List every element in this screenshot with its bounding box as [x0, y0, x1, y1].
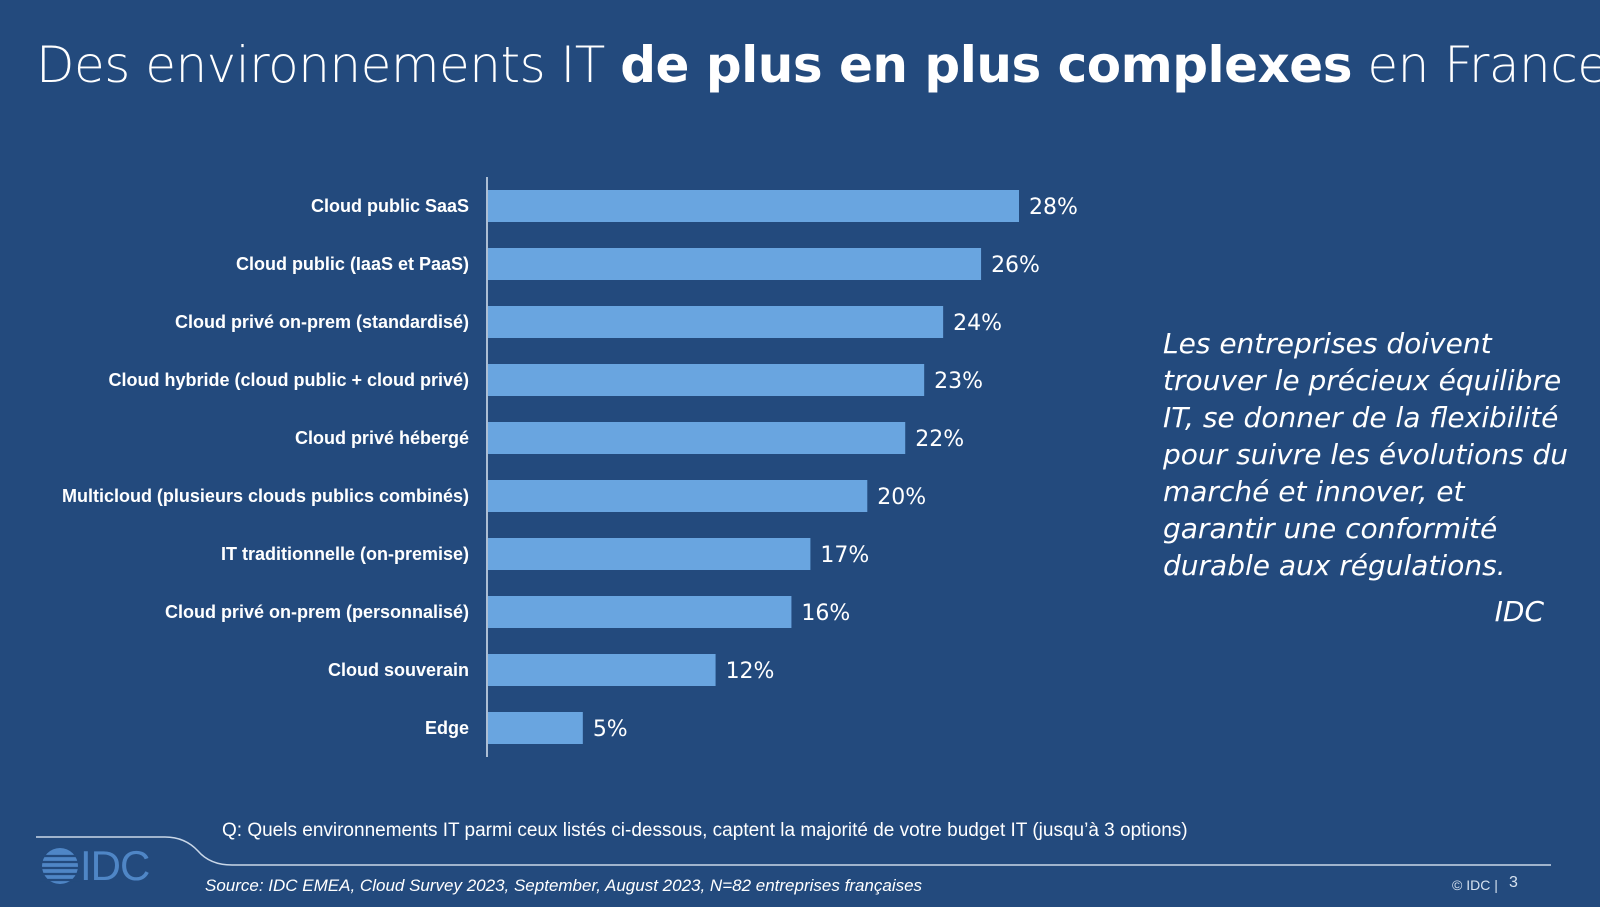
category-label: Cloud public SaaS	[311, 196, 469, 216]
value-label: 5%	[593, 717, 628, 742]
bar	[488, 248, 982, 280]
logo-text: IDC	[80, 842, 150, 889]
source-note: Source: IDC EMEA, Cloud Survey 2023, Sep…	[205, 876, 923, 895]
bar	[488, 654, 716, 686]
category-label: Cloud privé on-prem (personnalisé)	[165, 602, 469, 622]
category-label: Cloud souverain	[328, 660, 469, 680]
value-label: 16%	[801, 601, 850, 626]
title-part-3: en France	[1351, 36, 1600, 94]
copyright: © IDC |	[1452, 877, 1498, 893]
bar	[488, 306, 944, 338]
value-label: 22%	[915, 427, 964, 452]
bar	[488, 538, 811, 570]
category-label: Cloud privé hébergé	[295, 428, 469, 448]
bar	[488, 596, 792, 628]
value-label: 17%	[820, 543, 869, 568]
bar	[488, 190, 1019, 222]
bar	[488, 364, 925, 396]
page-number: 3	[1509, 874, 1518, 891]
bar	[488, 422, 906, 454]
category-label: Cloud privé on-prem (standardisé)	[175, 312, 469, 332]
title-part-2: de plus en plus complexes	[620, 36, 1352, 94]
value-label: 12%	[726, 659, 775, 684]
category-label: Multicloud (plusieurs clouds publics com…	[62, 486, 469, 506]
survey-question: Q: Quels environnements IT parmi ceux li…	[222, 820, 1188, 841]
value-label: 23%	[934, 369, 983, 394]
footer-divider	[36, 836, 1551, 866]
category-label: IT traditionnelle (on-premise)	[221, 544, 469, 564]
idc-logo: IDC	[40, 842, 150, 889]
value-label: 26%	[991, 253, 1040, 278]
value-label: 24%	[953, 311, 1002, 336]
quote-text: Les entreprises doivent trouver le préci…	[1163, 327, 1568, 582]
bar-chart: Cloud public SaaS 28% Cloud public (IaaS e…	[62, 177, 1078, 757]
bar	[488, 712, 583, 744]
value-label: 20%	[877, 485, 926, 510]
bar	[488, 480, 868, 512]
category-label: Cloud hybride (cloud public + cloud priv…	[108, 370, 469, 390]
globe-icon	[40, 848, 80, 884]
category-label: Cloud public (IaaS et PaaS)	[236, 254, 469, 274]
title-part-1: Des environnements IT	[36, 36, 621, 94]
value-label: 28%	[1029, 195, 1078, 220]
slide-title: Des environnements IT de plus en plus co…	[36, 36, 1600, 94]
category-label: Edge	[425, 718, 469, 738]
quote-attribution: IDC	[1494, 595, 1544, 628]
